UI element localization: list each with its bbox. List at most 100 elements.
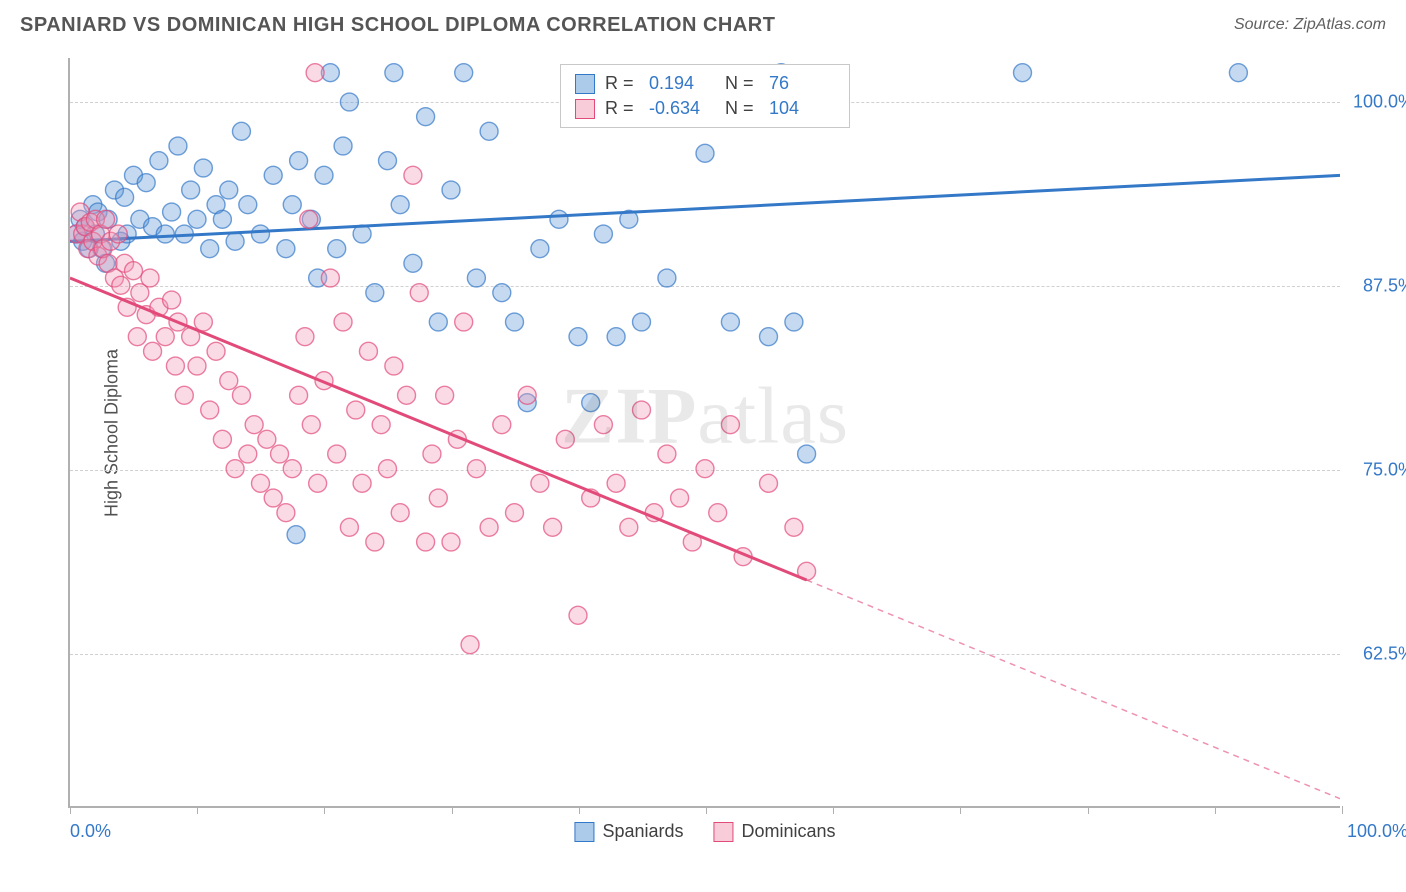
n-value-spaniards: 76 [769,73,835,94]
scatter-point [721,313,739,331]
scatter-point [302,416,320,434]
scatter-point [1229,64,1247,82]
scatter-point [594,416,612,434]
chart-area: High School Diploma ZIPatlas R = 0.194 N… [50,58,1340,808]
scatter-point [328,445,346,463]
scatter-point [353,474,371,492]
scatter-point [607,328,625,346]
x-tick [452,806,453,814]
r-label-2: R = [605,98,639,119]
scatter-point [128,328,146,346]
scatter-point [467,269,485,287]
x-tick [70,806,71,814]
scatter-point [506,504,524,522]
scatter-point [442,533,460,551]
scatter-point [201,401,219,419]
legend-stats: R = 0.194 N = 76 R = -0.634 N = 104 [560,64,850,128]
scatter-point [188,210,206,228]
scatter-point [137,174,155,192]
scatter-point [194,159,212,177]
scatter-point [404,166,422,184]
scatter-point [366,284,384,302]
scatter-point [239,196,257,214]
x-tick [1215,806,1216,814]
scatter-point [300,210,318,228]
scatter-point [112,276,130,294]
legend-swatch-spaniards [575,74,595,94]
x-tick [197,806,198,814]
scatter-point [328,240,346,258]
scatter-point [321,269,339,287]
scatter-point [658,269,676,287]
trend-line [70,175,1340,241]
scatter-point [188,357,206,375]
scatter-point [556,430,574,448]
scatter-point [633,401,651,419]
chart-title: SPANIARD VS DOMINICAN HIGH SCHOOL DIPLOM… [20,14,775,37]
scatter-point [531,240,549,258]
scatter-point [493,416,511,434]
scatter-point [366,533,384,551]
scatter-point [391,196,409,214]
chart-container: SPANIARD VS DOMINICAN HIGH SCHOOL DIPLOM… [0,0,1406,892]
scatter-point [116,188,134,206]
scatter-point [125,262,143,280]
scatter-point [620,518,638,536]
chart-header: SPANIARD VS DOMINICAN HIGH SCHOOL DIPLOM… [0,0,1406,50]
legend-stats-row-1: R = 0.194 N = 76 [575,71,835,96]
scatter-point [398,386,416,404]
scatter-point [283,196,301,214]
scatter-point [169,137,187,155]
scatter-point [1014,64,1032,82]
x-label-max: 100.0% [1347,821,1406,842]
scatter-point [569,606,587,624]
x-tick [706,806,707,814]
scatter-point [379,460,397,478]
y-tick-label: 75.0% [1363,459,1406,480]
scatter-point [467,460,485,478]
scatter-point [385,64,403,82]
scatter-point [277,504,295,522]
r-value-dominicans: -0.634 [649,98,715,119]
scatter-point [607,474,625,492]
scatter-point [271,445,289,463]
scatter-point [213,430,231,448]
scatter-point [232,122,250,140]
plot-svg [70,58,1340,806]
scatter-point [480,518,498,536]
x-tick [579,806,580,814]
scatter-point [144,342,162,360]
scatter-point [760,474,778,492]
scatter-point [166,357,184,375]
legend-item-spaniards: Spaniards [574,821,683,842]
scatter-point [277,240,295,258]
trend-line-dashed [807,580,1340,799]
scatter-point [569,328,587,346]
legend-label-spaniards: Spaniards [602,821,683,842]
scatter-point [696,144,714,162]
scatter-point [156,225,174,243]
scatter-point [671,489,689,507]
x-label-min: 0.0% [70,821,111,842]
legend-swatch-dominicans-bottom [714,822,734,842]
n-label: N = [725,73,759,94]
scatter-point [696,460,714,478]
scatter-point [97,210,115,228]
scatter-point [194,313,212,331]
scatter-point [182,181,200,199]
scatter-point [480,122,498,140]
scatter-point [306,64,324,82]
scatter-point [658,445,676,463]
scatter-point [290,152,308,170]
scatter-point [156,328,174,346]
y-tick-label: 87.5% [1363,275,1406,296]
scatter-point [315,166,333,184]
scatter-point [455,313,473,331]
scatter-point [785,518,803,536]
scatter-point [264,489,282,507]
scatter-point [385,357,403,375]
scatter-point [239,445,257,463]
scatter-point [760,328,778,346]
x-tick [1088,806,1089,814]
scatter-point [232,386,250,404]
